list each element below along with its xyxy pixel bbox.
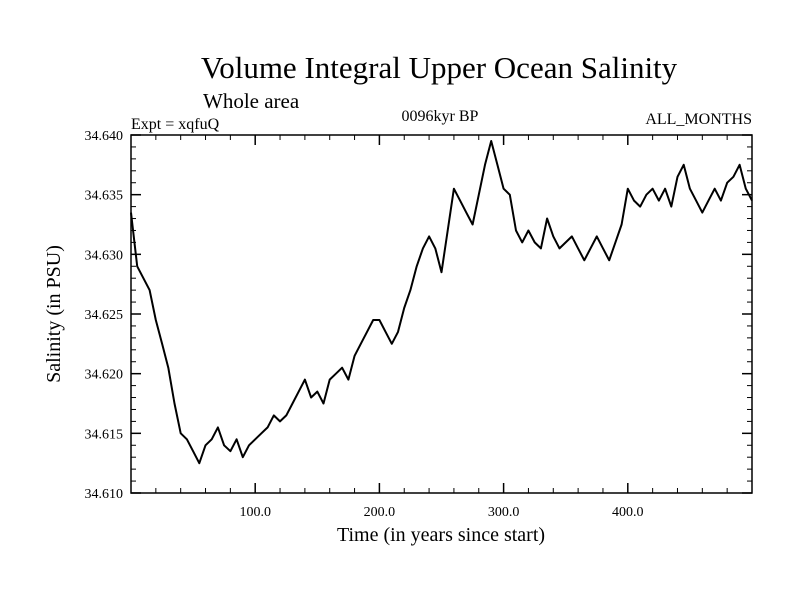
- x-tick-label: 400.0: [612, 505, 644, 520]
- y-tick-label: 34.615: [85, 427, 124, 442]
- y-tick-label: 34.630: [85, 248, 124, 263]
- y-tick-label: 34.625: [85, 308, 124, 323]
- months-label: ALL_MONTHS: [645, 111, 752, 128]
- x-axis: 100.0 200.0 300.0 400.0: [155, 135, 728, 520]
- period-label: 0096kyr BP: [402, 108, 479, 125]
- y-tick-label: 34.620: [85, 368, 124, 383]
- x-tick-label: 100.0: [239, 505, 271, 520]
- x-tick-label: 200.0: [364, 505, 396, 520]
- y-tick-label: 34.635: [85, 189, 124, 204]
- chart-title: Volume Integral Upper Ocean Salinity: [201, 50, 678, 85]
- y-axis-label: Salinity (in PSU): [43, 245, 65, 383]
- chart-subtitle: Whole area: [203, 89, 300, 113]
- y-tick-label: 34.610: [85, 487, 124, 502]
- salinity-series-line: [130, 140, 753, 465]
- y-tick-label: 34.640: [85, 129, 124, 144]
- plot-area-frame: [130, 134, 753, 494]
- y-axis: 34.610 34.615 34.620 34.625 34.630 34.635 34.6…: [85, 129, 752, 502]
- x-tick-label: 300.0: [488, 505, 520, 520]
- x-axis-label: Time (in years since start): [337, 524, 545, 546]
- experiment-label: Expt = xqfuQ: [131, 116, 220, 133]
